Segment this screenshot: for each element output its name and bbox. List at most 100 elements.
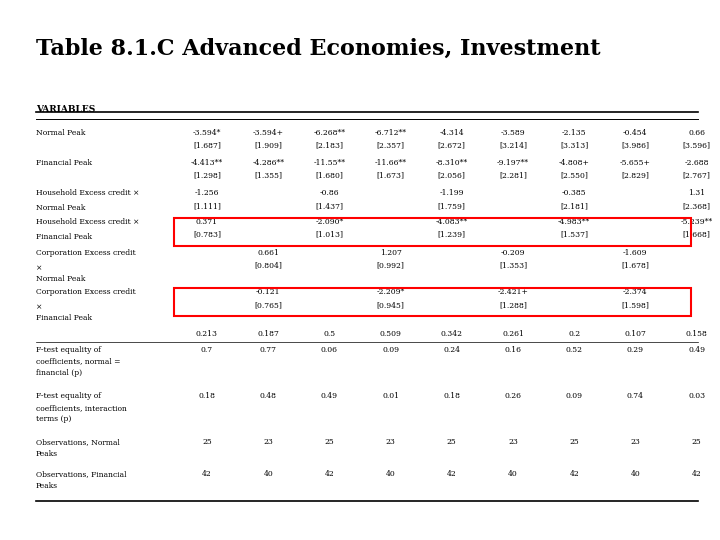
Text: -0.454: -0.454 bbox=[623, 129, 648, 137]
Text: [1.239]: [1.239] bbox=[438, 231, 466, 239]
Text: -2.135: -2.135 bbox=[562, 129, 587, 137]
Text: -0.385: -0.385 bbox=[562, 189, 587, 197]
Text: 0.24: 0.24 bbox=[444, 346, 460, 354]
Text: [1.537]: [1.537] bbox=[560, 231, 588, 239]
Text: 42: 42 bbox=[692, 470, 701, 478]
Text: 0.49: 0.49 bbox=[321, 393, 338, 400]
Text: Observations, Normal: Observations, Normal bbox=[36, 438, 120, 447]
Text: -1.256: -1.256 bbox=[194, 189, 220, 197]
Text: 0.18: 0.18 bbox=[199, 393, 215, 400]
Text: coefficients, interaction: coefficients, interaction bbox=[36, 404, 127, 411]
Text: 0.09: 0.09 bbox=[566, 393, 582, 400]
Text: -4.286**: -4.286** bbox=[252, 159, 284, 167]
Text: 25: 25 bbox=[202, 438, 212, 447]
Text: 0.213: 0.213 bbox=[196, 330, 218, 339]
Text: [1.288]: [1.288] bbox=[499, 301, 527, 309]
Text: coefficients, normal =: coefficients, normal = bbox=[36, 357, 120, 366]
Text: financial (p): financial (p) bbox=[36, 369, 82, 377]
Text: -4.314: -4.314 bbox=[439, 129, 464, 137]
Text: Financial Peak: Financial Peak bbox=[36, 159, 92, 167]
Text: 0.18: 0.18 bbox=[444, 393, 460, 400]
Text: -2.421+: -2.421+ bbox=[498, 288, 528, 296]
Text: Observations, Financial: Observations, Financial bbox=[36, 470, 127, 478]
Text: [2.368]: [2.368] bbox=[683, 202, 711, 210]
Text: [0.765]: [0.765] bbox=[254, 301, 282, 309]
Text: 0.09: 0.09 bbox=[382, 346, 399, 354]
Text: 25: 25 bbox=[692, 438, 701, 447]
Text: -3.594+: -3.594+ bbox=[253, 129, 284, 137]
Text: Peaks: Peaks bbox=[36, 482, 58, 490]
Text: 0.26: 0.26 bbox=[505, 393, 521, 400]
Text: 0.01: 0.01 bbox=[382, 393, 399, 400]
Text: -6.712**: -6.712** bbox=[374, 129, 407, 137]
Text: F-test equality of: F-test equality of bbox=[36, 393, 101, 400]
Text: [3.214]: [3.214] bbox=[499, 141, 527, 150]
Text: -0.209: -0.209 bbox=[500, 249, 526, 256]
Text: [0.783]: [0.783] bbox=[193, 231, 221, 239]
Text: [2.181]: [2.181] bbox=[560, 202, 588, 210]
Text: -1.609: -1.609 bbox=[623, 249, 648, 256]
Text: [3.986]: [3.986] bbox=[621, 141, 649, 150]
Text: 0.509: 0.509 bbox=[379, 330, 402, 339]
Text: ×: × bbox=[36, 303, 42, 311]
Text: 25: 25 bbox=[570, 438, 579, 447]
Text: 40: 40 bbox=[264, 470, 273, 478]
Text: Table 8.1.C Advanced Economies, Investment: Table 8.1.C Advanced Economies, Investme… bbox=[36, 38, 600, 60]
Text: -9.197**: -9.197** bbox=[497, 159, 529, 167]
Text: F-test equality of: F-test equality of bbox=[36, 346, 101, 354]
Text: 0.66: 0.66 bbox=[688, 129, 705, 137]
Text: -5.239**: -5.239** bbox=[680, 218, 713, 226]
Text: 0.261: 0.261 bbox=[502, 330, 524, 339]
Text: 0.2: 0.2 bbox=[568, 330, 580, 339]
Text: -4.083**: -4.083** bbox=[436, 218, 468, 226]
Text: [1.598]: [1.598] bbox=[621, 301, 649, 309]
Text: 0.5: 0.5 bbox=[323, 330, 336, 339]
Text: [0.804]: [0.804] bbox=[254, 261, 282, 269]
Text: 42: 42 bbox=[325, 470, 334, 478]
Text: [1.687]: [1.687] bbox=[193, 141, 221, 150]
Text: 0.06: 0.06 bbox=[321, 346, 338, 354]
Text: 23: 23 bbox=[508, 438, 518, 447]
Text: -1.199: -1.199 bbox=[439, 189, 464, 197]
Text: VARIABLES: VARIABLES bbox=[36, 105, 95, 114]
Text: Peaks: Peaks bbox=[36, 450, 58, 458]
Text: 0.49: 0.49 bbox=[688, 346, 705, 354]
Text: [1.759]: [1.759] bbox=[438, 202, 466, 210]
Text: 42: 42 bbox=[447, 470, 456, 478]
Text: Financial Peak: Financial Peak bbox=[36, 314, 92, 322]
Text: Normal Peak: Normal Peak bbox=[36, 129, 86, 137]
Text: 25: 25 bbox=[325, 438, 334, 447]
Text: [1.678]: [1.678] bbox=[621, 261, 649, 269]
Text: -0.86: -0.86 bbox=[320, 189, 339, 197]
Text: [1.355]: [1.355] bbox=[254, 172, 282, 180]
Text: [2.357]: [2.357] bbox=[377, 141, 405, 150]
Text: 0.661: 0.661 bbox=[257, 249, 279, 256]
Text: -0.121: -0.121 bbox=[256, 288, 281, 296]
Text: -4.808+: -4.808+ bbox=[559, 159, 590, 167]
Text: 1.31: 1.31 bbox=[688, 189, 705, 197]
Text: [0.992]: [0.992] bbox=[377, 261, 405, 269]
Text: 0.371: 0.371 bbox=[196, 218, 218, 226]
Text: [2.767]: [2.767] bbox=[683, 172, 711, 180]
Text: Financial Peak: Financial Peak bbox=[36, 233, 92, 241]
Text: [2.056]: [2.056] bbox=[438, 172, 466, 180]
Text: [2.550]: [2.550] bbox=[560, 172, 588, 180]
Text: -4.983**: -4.983** bbox=[558, 218, 590, 226]
Text: Corporation Excess credit: Corporation Excess credit bbox=[36, 249, 135, 256]
Text: 40: 40 bbox=[631, 470, 640, 478]
Text: -8.310**: -8.310** bbox=[436, 159, 468, 167]
Text: 42: 42 bbox=[570, 470, 579, 478]
Text: 40: 40 bbox=[386, 470, 395, 478]
Text: -11.55**: -11.55** bbox=[313, 159, 346, 167]
Text: 0.7: 0.7 bbox=[201, 346, 213, 354]
Text: [3.596]: [3.596] bbox=[683, 141, 711, 150]
Text: [1.668]: [1.668] bbox=[683, 231, 711, 239]
Text: terms (p): terms (p) bbox=[36, 415, 71, 423]
Text: 0.187: 0.187 bbox=[257, 330, 279, 339]
Text: -2.209*: -2.209* bbox=[377, 288, 405, 296]
Text: 1.207: 1.207 bbox=[379, 249, 402, 256]
Text: 0.48: 0.48 bbox=[260, 393, 276, 400]
Text: 0.74: 0.74 bbox=[627, 393, 644, 400]
Text: Normal Peak: Normal Peak bbox=[36, 204, 86, 212]
Text: 0.342: 0.342 bbox=[441, 330, 463, 339]
